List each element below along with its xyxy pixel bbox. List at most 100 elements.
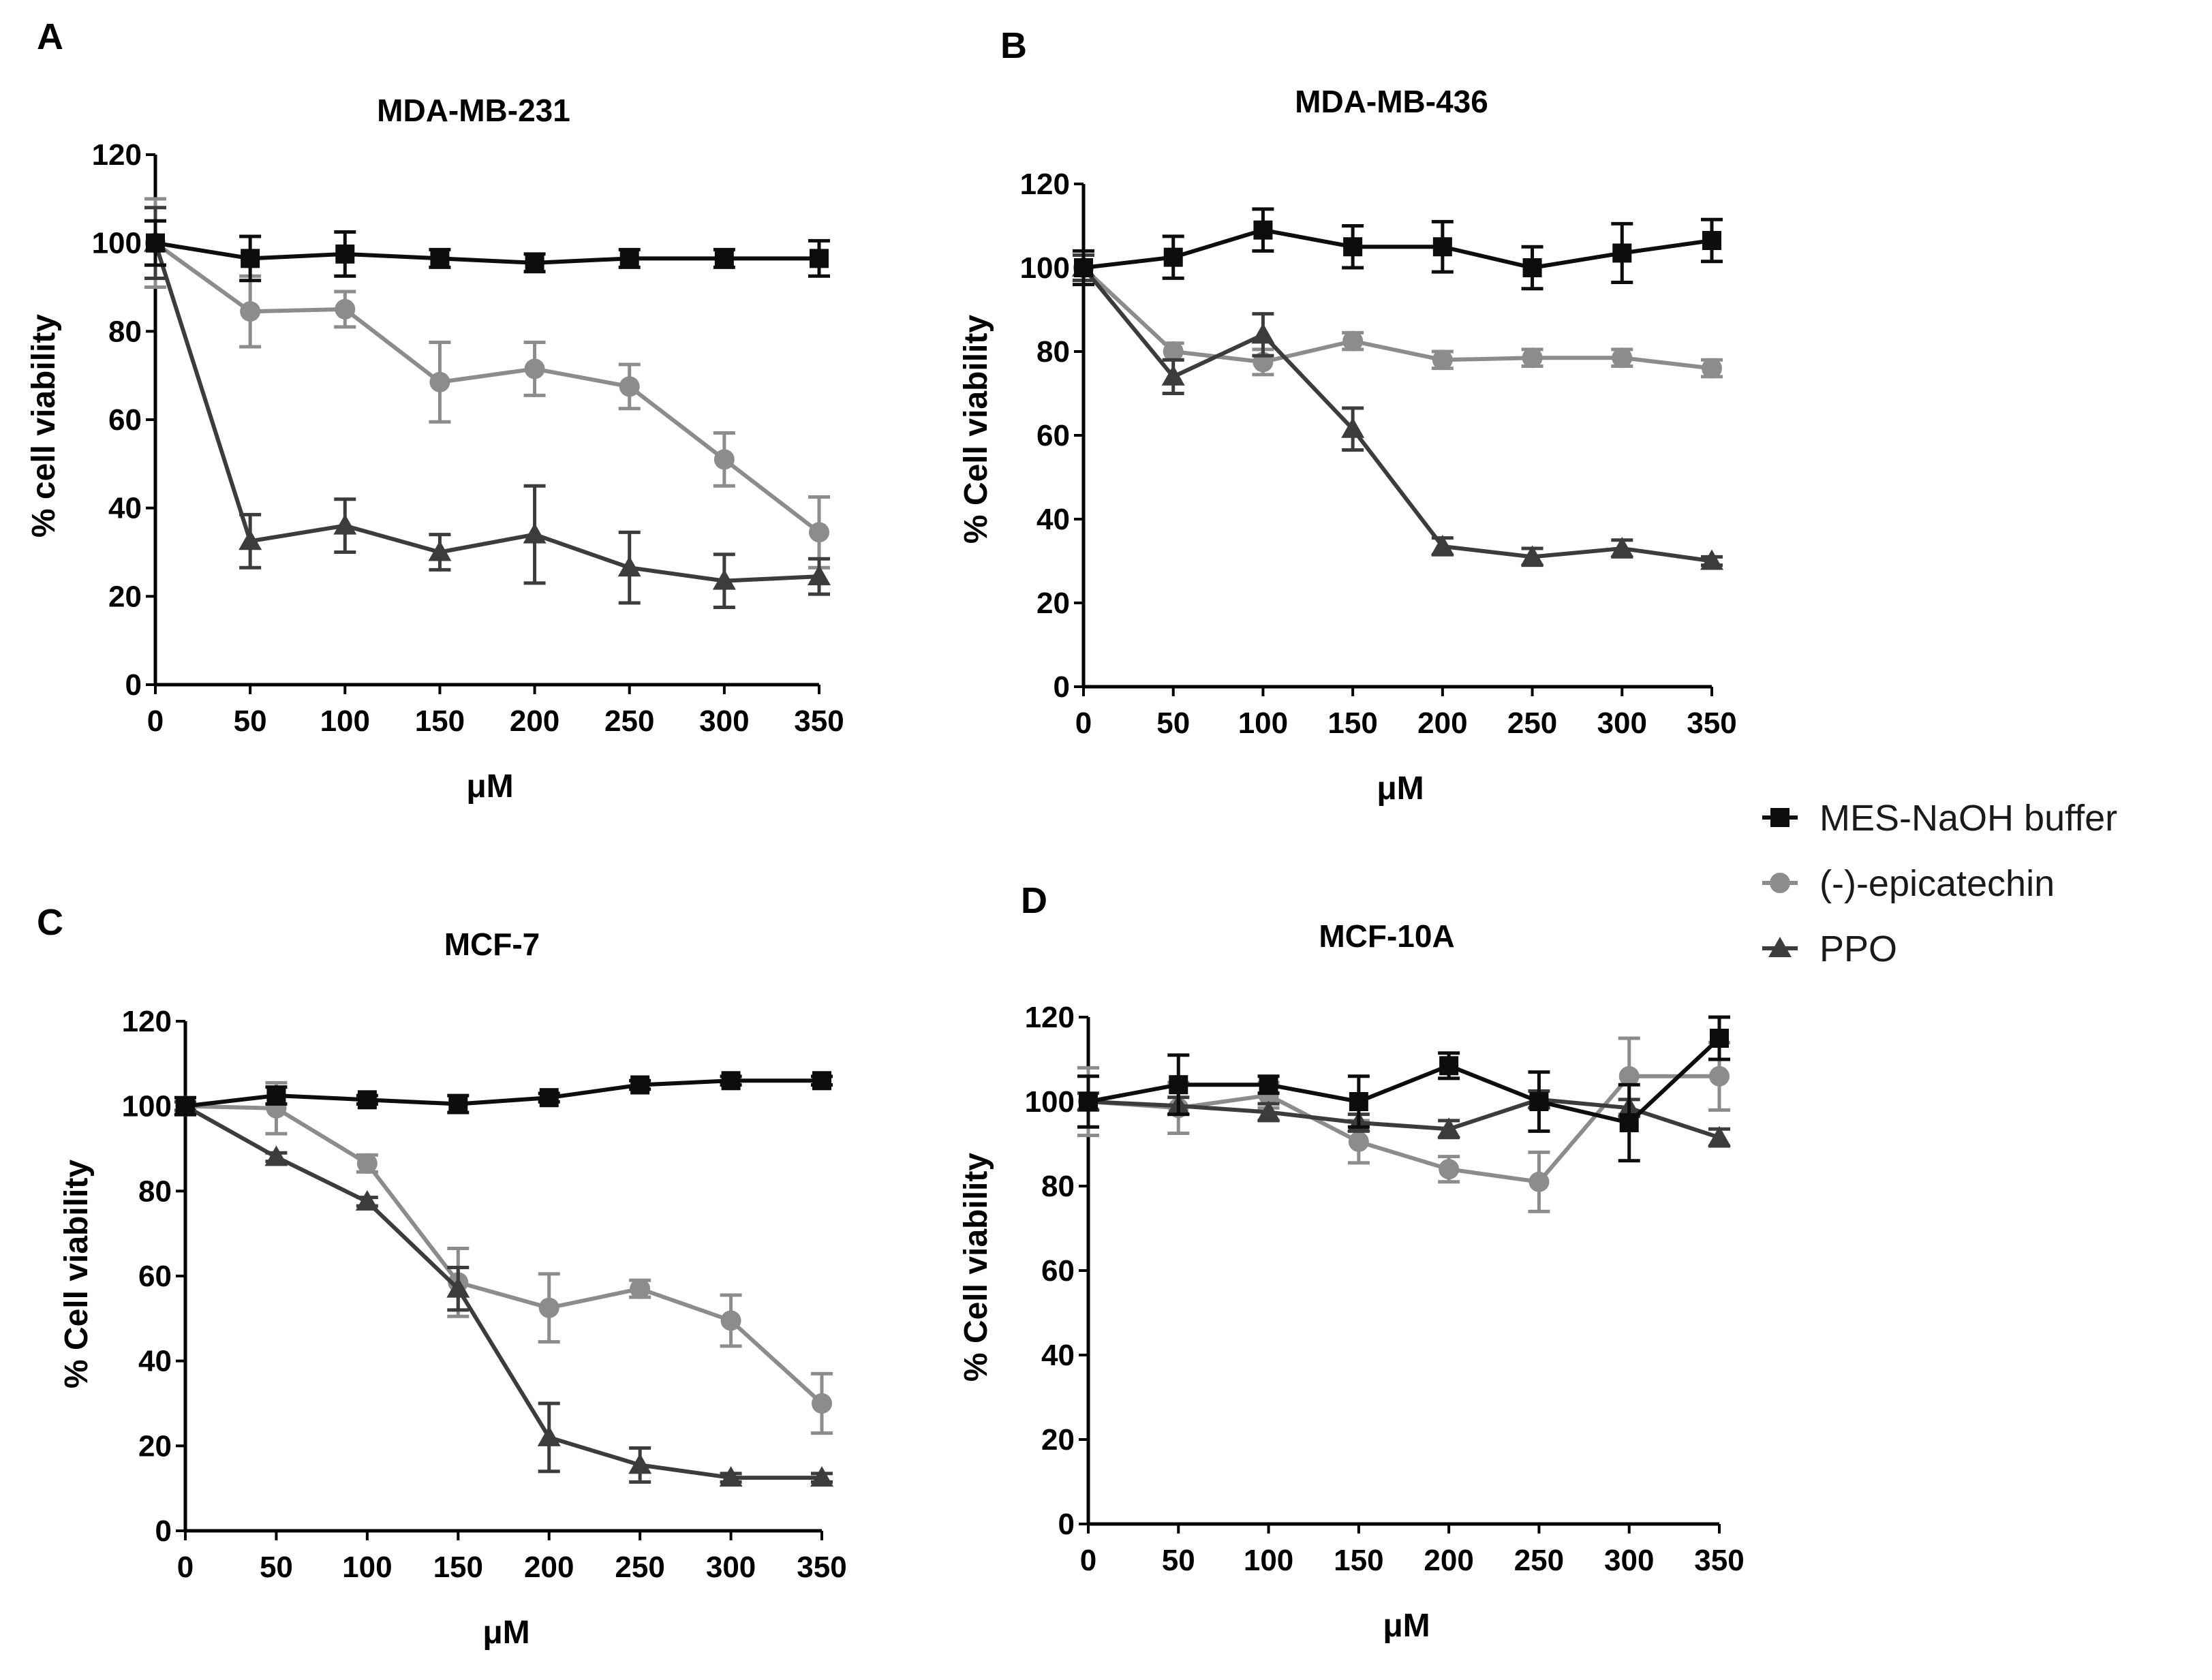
series-ppo: [1072, 253, 1723, 570]
y-tick-label: 80: [1041, 1170, 1075, 1203]
data-point: [1612, 243, 1632, 263]
chart-panel-a: A MDA-MB-231 0 20 40 60 80 100 120 0 50 100 150 200 25…: [26, 16, 844, 805]
data-point: [1700, 549, 1723, 570]
legend-item: (-)-epicatechin: [1762, 863, 2055, 904]
chart-panel-c: C MCF-7 0 20 40 60 80 100 120 0 50 100 150 200 250 300 3…: [37, 902, 847, 1651]
chart-title: MDA-MB-231: [377, 93, 570, 128]
x-tick-label: 350: [1687, 706, 1736, 740]
legend-label: MES-NaOH buffer: [1819, 798, 2117, 839]
data-point: [430, 249, 450, 268]
y-tick-label: 80: [138, 1175, 172, 1208]
data-point: [1529, 1092, 1549, 1111]
data-point: [1439, 1056, 1459, 1076]
x-tick-label: 250: [1514, 1544, 1564, 1577]
data-point: [1522, 347, 1543, 369]
data-point: [1163, 341, 1184, 362]
data-point: [264, 1145, 288, 1166]
data-point: [1529, 1171, 1550, 1192]
data-point: [1349, 1092, 1368, 1111]
chart-title: MCF-10A: [1319, 918, 1454, 954]
x-tick-label: 150: [1327, 706, 1377, 740]
data-point: [630, 1278, 651, 1299]
data-point: [617, 556, 641, 577]
y-axis-label: % cell viability: [26, 314, 62, 538]
data-point: [1610, 537, 1634, 558]
data-point: [355, 1189, 379, 1211]
x-tick-label: 100: [1244, 1544, 1293, 1577]
chart-title: MCF-7: [444, 927, 540, 962]
x-tick-label: 300: [1604, 1544, 1654, 1577]
data-point: [537, 1425, 561, 1446]
y-tick-label: 60: [108, 403, 142, 437]
data-point: [1520, 545, 1544, 566]
y-tick-label: 80: [108, 315, 142, 348]
data-point: [1259, 1075, 1278, 1095]
series-epicatechin: [144, 197, 830, 570]
data-point: [240, 301, 261, 322]
x-tick-label: 350: [794, 704, 844, 738]
x-tick-label: 200: [1424, 1544, 1473, 1577]
data-point: [1619, 1113, 1639, 1132]
series-line: [184, 1104, 822, 1480]
data-point: [538, 1297, 559, 1318]
chart-panel-b: B MDA-MB-436 0 20 40 60 80 100 120 0 50 100 150 200 25…: [958, 25, 1737, 807]
data-point: [714, 249, 734, 268]
x-tick-label: 50: [260, 1551, 293, 1584]
y-tick-label: 120: [1020, 168, 1070, 201]
y-tick-label: 80: [1036, 335, 1070, 369]
data-point: [335, 298, 356, 320]
panel-letter: D: [1021, 880, 1047, 921]
y-tick-label: 120: [122, 1005, 172, 1038]
y-tick-label: 60: [138, 1260, 172, 1293]
x-tick-label: 50: [234, 704, 267, 738]
y-tick-label: 100: [1020, 251, 1070, 285]
y-axis-label: % Cell viability: [958, 1153, 994, 1382]
y-tick-label: 40: [108, 492, 142, 525]
data-point: [1079, 1092, 1098, 1111]
panel-letter: B: [1000, 25, 1027, 66]
series-mes-naoh-buffer: [1073, 207, 1723, 291]
x-axis-label: μM: [466, 768, 513, 805]
data-point: [1348, 1131, 1369, 1152]
y-tick-label: 20: [1041, 1423, 1075, 1457]
data-point: [1708, 1125, 1731, 1147]
data-point: [429, 371, 450, 392]
data-point: [1522, 258, 1542, 277]
data-point: [428, 540, 452, 561]
x-tick-label: 0: [1075, 706, 1092, 740]
series-ppo: [174, 1094, 833, 1487]
data-point: [1437, 1117, 1461, 1138]
data-point: [1163, 247, 1183, 267]
legend-item: MES-NaOH buffer: [1762, 798, 2117, 839]
x-tick-label: 200: [524, 1551, 574, 1584]
data-point: [808, 565, 831, 586]
y-tick-label: 60: [1041, 1254, 1075, 1288]
x-tick-label: 0: [177, 1551, 194, 1584]
data-point: [356, 1153, 378, 1174]
series-line: [155, 240, 819, 265]
data-point: [1257, 1100, 1280, 1121]
data-point: [1341, 417, 1365, 438]
y-axis-label: % Cell viability: [958, 315, 994, 544]
data-point: [712, 569, 736, 590]
y-tick-label: 100: [1025, 1085, 1075, 1119]
data-point: [809, 522, 829, 543]
data-point: [1430, 534, 1454, 555]
y-tick-label: 0: [1058, 1508, 1075, 1541]
y-tick-label: 20: [138, 1429, 172, 1463]
legend-label: PPO: [1819, 929, 1897, 969]
x-tick-label: 300: [1597, 706, 1647, 740]
y-tick-label: 40: [1036, 503, 1070, 536]
y-tick-label: 0: [155, 1514, 172, 1548]
x-tick-label: 200: [1417, 706, 1467, 740]
legend-circle-marker: [1770, 873, 1790, 893]
data-point: [619, 376, 640, 397]
x-axis-label: μM: [1383, 1608, 1430, 1644]
x-tick-label: 250: [604, 704, 654, 738]
data-point: [1169, 1075, 1188, 1095]
x-tick-label: 250: [1507, 706, 1557, 740]
data-point: [1343, 237, 1363, 257]
data-point: [810, 1466, 833, 1487]
x-tick-label: 50: [1156, 706, 1190, 740]
